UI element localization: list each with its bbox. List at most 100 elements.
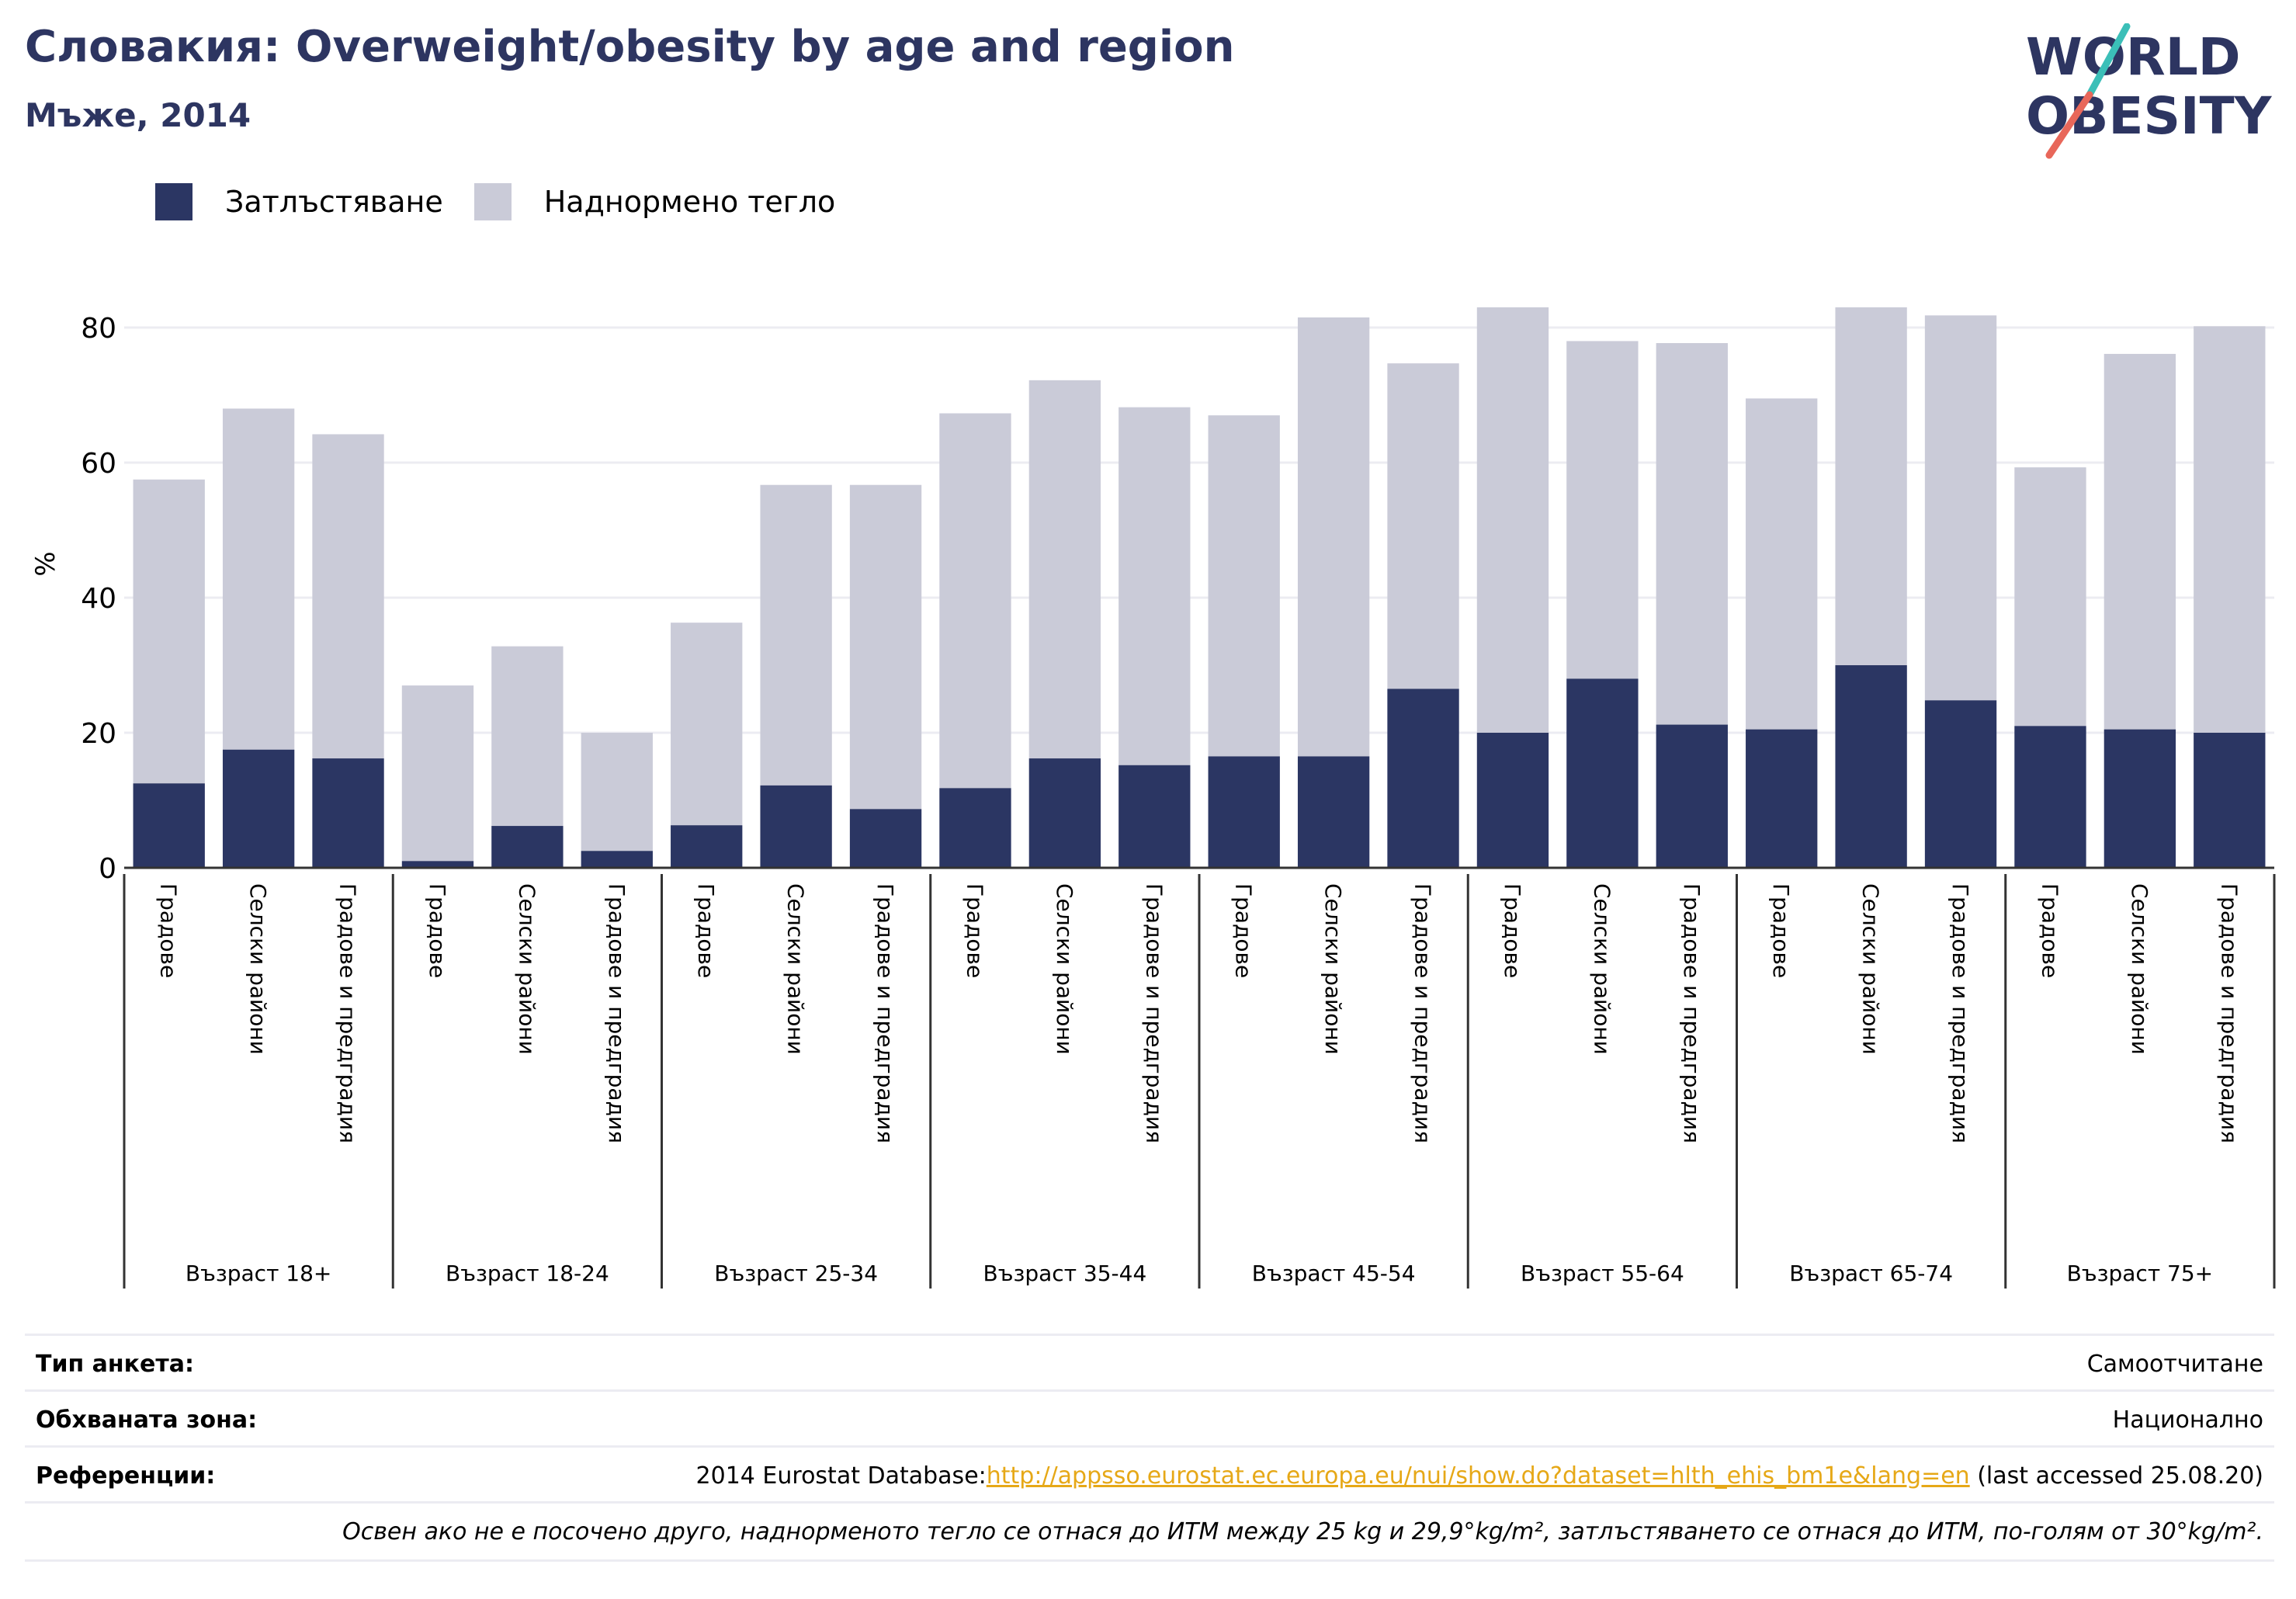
bar-obesity-13	[1297, 756, 1370, 868]
bar-overweight-14	[1387, 363, 1459, 689]
bar-obesity-5	[581, 851, 653, 868]
bar-obesity-8	[849, 809, 922, 868]
legend-swatch-obesity	[155, 183, 192, 220]
x-tick-label-2: Градове и предградия	[335, 883, 361, 1143]
coverage-value: Национално	[2112, 1406, 2263, 1434]
y-tick-label-40: 40	[81, 583, 116, 615]
references-label: Референции:	[36, 1462, 216, 1490]
bar-obesity-21	[2014, 726, 2086, 868]
group-label-5: Възраст 55-64	[1521, 1261, 1684, 1286]
references-prefix: 2014 Eurostat Database:	[695, 1462, 987, 1490]
y-tick-label-20: 20	[81, 718, 116, 750]
definition-note: Освен ако не е посочено друго, наднормен…	[342, 1517, 2263, 1545]
bar-obesity-22	[2104, 729, 2176, 868]
legend-item-overweight: Наднормено тегло	[473, 183, 836, 220]
legend-label-obesity: Затлъстяване	[225, 185, 443, 219]
coverage-label: Обхваната зона:	[36, 1406, 258, 1434]
x-tick-label-11: Градове и предградия	[1141, 883, 1167, 1143]
references-suffix: (last accessed 25.08.20)	[1969, 1462, 2263, 1490]
bar-overweight-4	[491, 646, 564, 827]
bar-obesity-12	[1208, 756, 1280, 868]
bar-obesity-11	[1119, 765, 1191, 868]
bar-obesity-9	[939, 788, 1011, 868]
x-tick-label-10: Селски райони	[1052, 883, 1077, 1055]
bar-overweight-23	[2194, 326, 2266, 733]
bar-overweight-16	[1566, 341, 1639, 679]
bar-overweight-9	[939, 413, 1011, 789]
bar-obesity-17	[1656, 724, 1728, 868]
bar-overweight-10	[1028, 380, 1101, 759]
bar-overweight-1	[222, 408, 295, 750]
bar-obesity-18	[1746, 729, 1818, 868]
y-tick-label-80: 80	[81, 313, 116, 345]
bar-obesity-19	[1835, 665, 1907, 868]
bar-overweight-2	[312, 434, 384, 759]
y-tick-label-0: 0	[99, 853, 116, 885]
bar-overweight-5	[581, 733, 653, 852]
references-link[interactable]: http://appsso.eurostat.ec.europa.eu/nui/…	[986, 1462, 1970, 1490]
bar-obesity-7	[760, 785, 832, 868]
x-tick-label-6: Градове	[693, 883, 719, 978]
bar-obesity-16	[1566, 678, 1639, 868]
group-label-3: Възраст 35-44	[983, 1261, 1146, 1286]
group-label-4: Възраст 45-54	[1252, 1261, 1416, 1286]
group-label-6: Възраст 65-74	[1789, 1261, 1953, 1286]
x-tick-label-19: Селски райони	[1858, 883, 1884, 1055]
survey-type-label: Тип анкета:	[36, 1350, 194, 1378]
bar-obesity-10	[1028, 758, 1101, 868]
bar-obesity-4	[491, 826, 564, 868]
bar-overweight-3	[401, 685, 474, 862]
x-tick-label-7: Селски райони	[783, 883, 809, 1055]
bar-overweight-7	[760, 484, 832, 786]
chart-subtitle: Мъже, 2014	[25, 96, 251, 134]
meta-row-coverage: Обхваната зона: Национално	[25, 1389, 2274, 1448]
stacked-bar-chart: 0 20 40 60 80% Градове Селски райони Градове и …	[30, 307, 2276, 1289]
logo-line1: WORLD	[2026, 27, 2241, 87]
meta-row-survey-type: Тип анкета: Самоотчитане	[25, 1334, 2274, 1392]
bar-obesity-20	[1924, 700, 1997, 868]
bar-overweight-18	[1746, 398, 1818, 730]
chart-title: Словакия: Overweight/obesity by age and …	[25, 22, 1235, 72]
x-tick-label-4: Селски райони	[514, 883, 539, 1055]
x-tick-label-9: Градове	[962, 883, 987, 978]
bar-overweight-0	[133, 479, 205, 784]
legend-label-overweight: Наднормено тегло	[543, 185, 836, 219]
references-value: 2014 Eurostat Database:http://appsso.eur…	[696, 1462, 2274, 1490]
x-tick-label-12: Градове	[1231, 883, 1257, 978]
bar-obesity-1	[222, 749, 295, 868]
x-tick-label-5: Градове и предградия	[604, 883, 629, 1143]
bar-obesity-2	[312, 758, 384, 868]
x-tick-label-21: Градове	[2037, 883, 2062, 978]
legend-swatch-overweight	[473, 183, 512, 220]
x-tick-label-13: Селски райони	[1320, 883, 1346, 1055]
x-tick-label-16: Селски райони	[1589, 883, 1614, 1055]
bar-overweight-20	[1924, 315, 1997, 701]
x-tick-label-3: Градове	[425, 883, 450, 978]
group-label-2: Възраст 25-34	[714, 1261, 878, 1286]
bar-overweight-22	[2104, 353, 2176, 730]
x-tick-label-15: Градове	[1500, 883, 1525, 978]
survey-type-value: Самоотчитане	[2086, 1350, 2263, 1378]
bar-obesity-6	[671, 825, 743, 868]
x-tick-label-8: Градове и предградия	[872, 883, 898, 1143]
x-tick-label-14: Градове и предградия	[1410, 883, 1436, 1143]
bar-overweight-21	[2014, 467, 2086, 727]
bar-overweight-11	[1119, 407, 1191, 765]
bar-obesity-15	[1476, 733, 1549, 868]
x-tick-label-0: Градове	[156, 883, 182, 978]
y-tick-label-60: 60	[81, 448, 116, 480]
bar-overweight-19	[1835, 307, 1907, 665]
bar-overweight-6	[671, 623, 743, 826]
legend-item-obesity: Затлъстяване	[155, 183, 443, 220]
x-tick-label-18: Градове	[1768, 883, 1794, 978]
x-tick-label-20: Градове и предградия	[1947, 883, 1973, 1143]
x-tick-label-1: Селски райони	[245, 883, 271, 1055]
x-tick-label-23: Градове и предградия	[2216, 883, 2242, 1143]
x-tick-label-17: Градове и предградия	[1679, 883, 1705, 1143]
group-label-0: Възраст 18+	[186, 1261, 332, 1286]
meta-row-references: Референции: 2014 Eurostat Database:http:…	[25, 1445, 2274, 1504]
bar-overweight-8	[849, 484, 922, 810]
bar-overweight-15	[1476, 307, 1549, 733]
logo-line2: OBESITY	[2026, 86, 2273, 146]
bar-obesity-0	[133, 783, 205, 868]
